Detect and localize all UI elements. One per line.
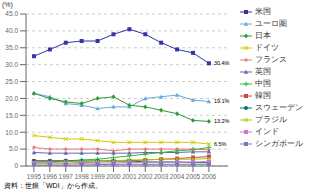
svg-text:30.0: 30.0 [8,61,18,68]
svg-text:1998: 1998 [74,173,89,180]
svg-text:15.0: 15.0 [8,112,18,119]
html-text:日本: 日本 [255,31,271,40]
svg-text:2004: 2004 [170,173,185,180]
html-text:米国: 米国 [255,7,271,16]
html-text:中国: 中国 [255,79,271,88]
svg-text:13.2%: 13.2% [214,118,230,124]
svg-text:2005: 2005 [186,173,201,180]
svg-text:6.5%: 6.5% [214,141,227,147]
html-text:英国: 英国 [255,67,271,76]
html-text:シンガポール: シンガポール [255,139,303,148]
html-text:韓国: 韓国 [255,91,271,100]
svg-text:1999: 1999 [90,173,105,180]
svg-text:0: 0 [14,162,18,169]
svg-text:2006: 2006 [202,173,217,180]
html-text:ブラジル: ブラジル [255,115,287,124]
html-text:フランス: フランス [255,55,287,64]
svg-text:30.4%: 30.4% [214,60,230,66]
svg-text:5.0: 5.0 [9,145,18,152]
svg-text:10.0: 10.0 [8,129,18,136]
svg-text:1995: 1995 [27,173,42,180]
svg-text:35.0: 35.0 [8,44,18,51]
svg-text:1996: 1996 [43,173,58,180]
svg-text:40.0: 40.0 [8,27,18,34]
svg-text:25.0: 25.0 [8,78,18,85]
svg-text:1997: 1997 [59,173,74,180]
svg-text:19.1%: 19.1% [214,98,230,104]
svg-text:2001: 2001 [122,173,137,180]
svg-text:2000: 2000 [106,173,121,180]
html-text:スウェーデン: スウェーデン [255,103,303,112]
html-text:ユーロ圏: ユーロ圏 [255,19,287,28]
svg-text:2002: 2002 [138,173,153,180]
html-text:資料：世銀「WDI」から作成。: 資料：世銀「WDI」から作成。 [4,182,102,189]
svg-text:2003: 2003 [154,173,169,180]
svg-text:20.0: 20.0 [8,95,18,102]
html-text:ドイツ: ドイツ [255,43,279,52]
html-text:インド: インド [255,127,279,136]
svg-text:45.0: 45.0 [8,10,18,17]
